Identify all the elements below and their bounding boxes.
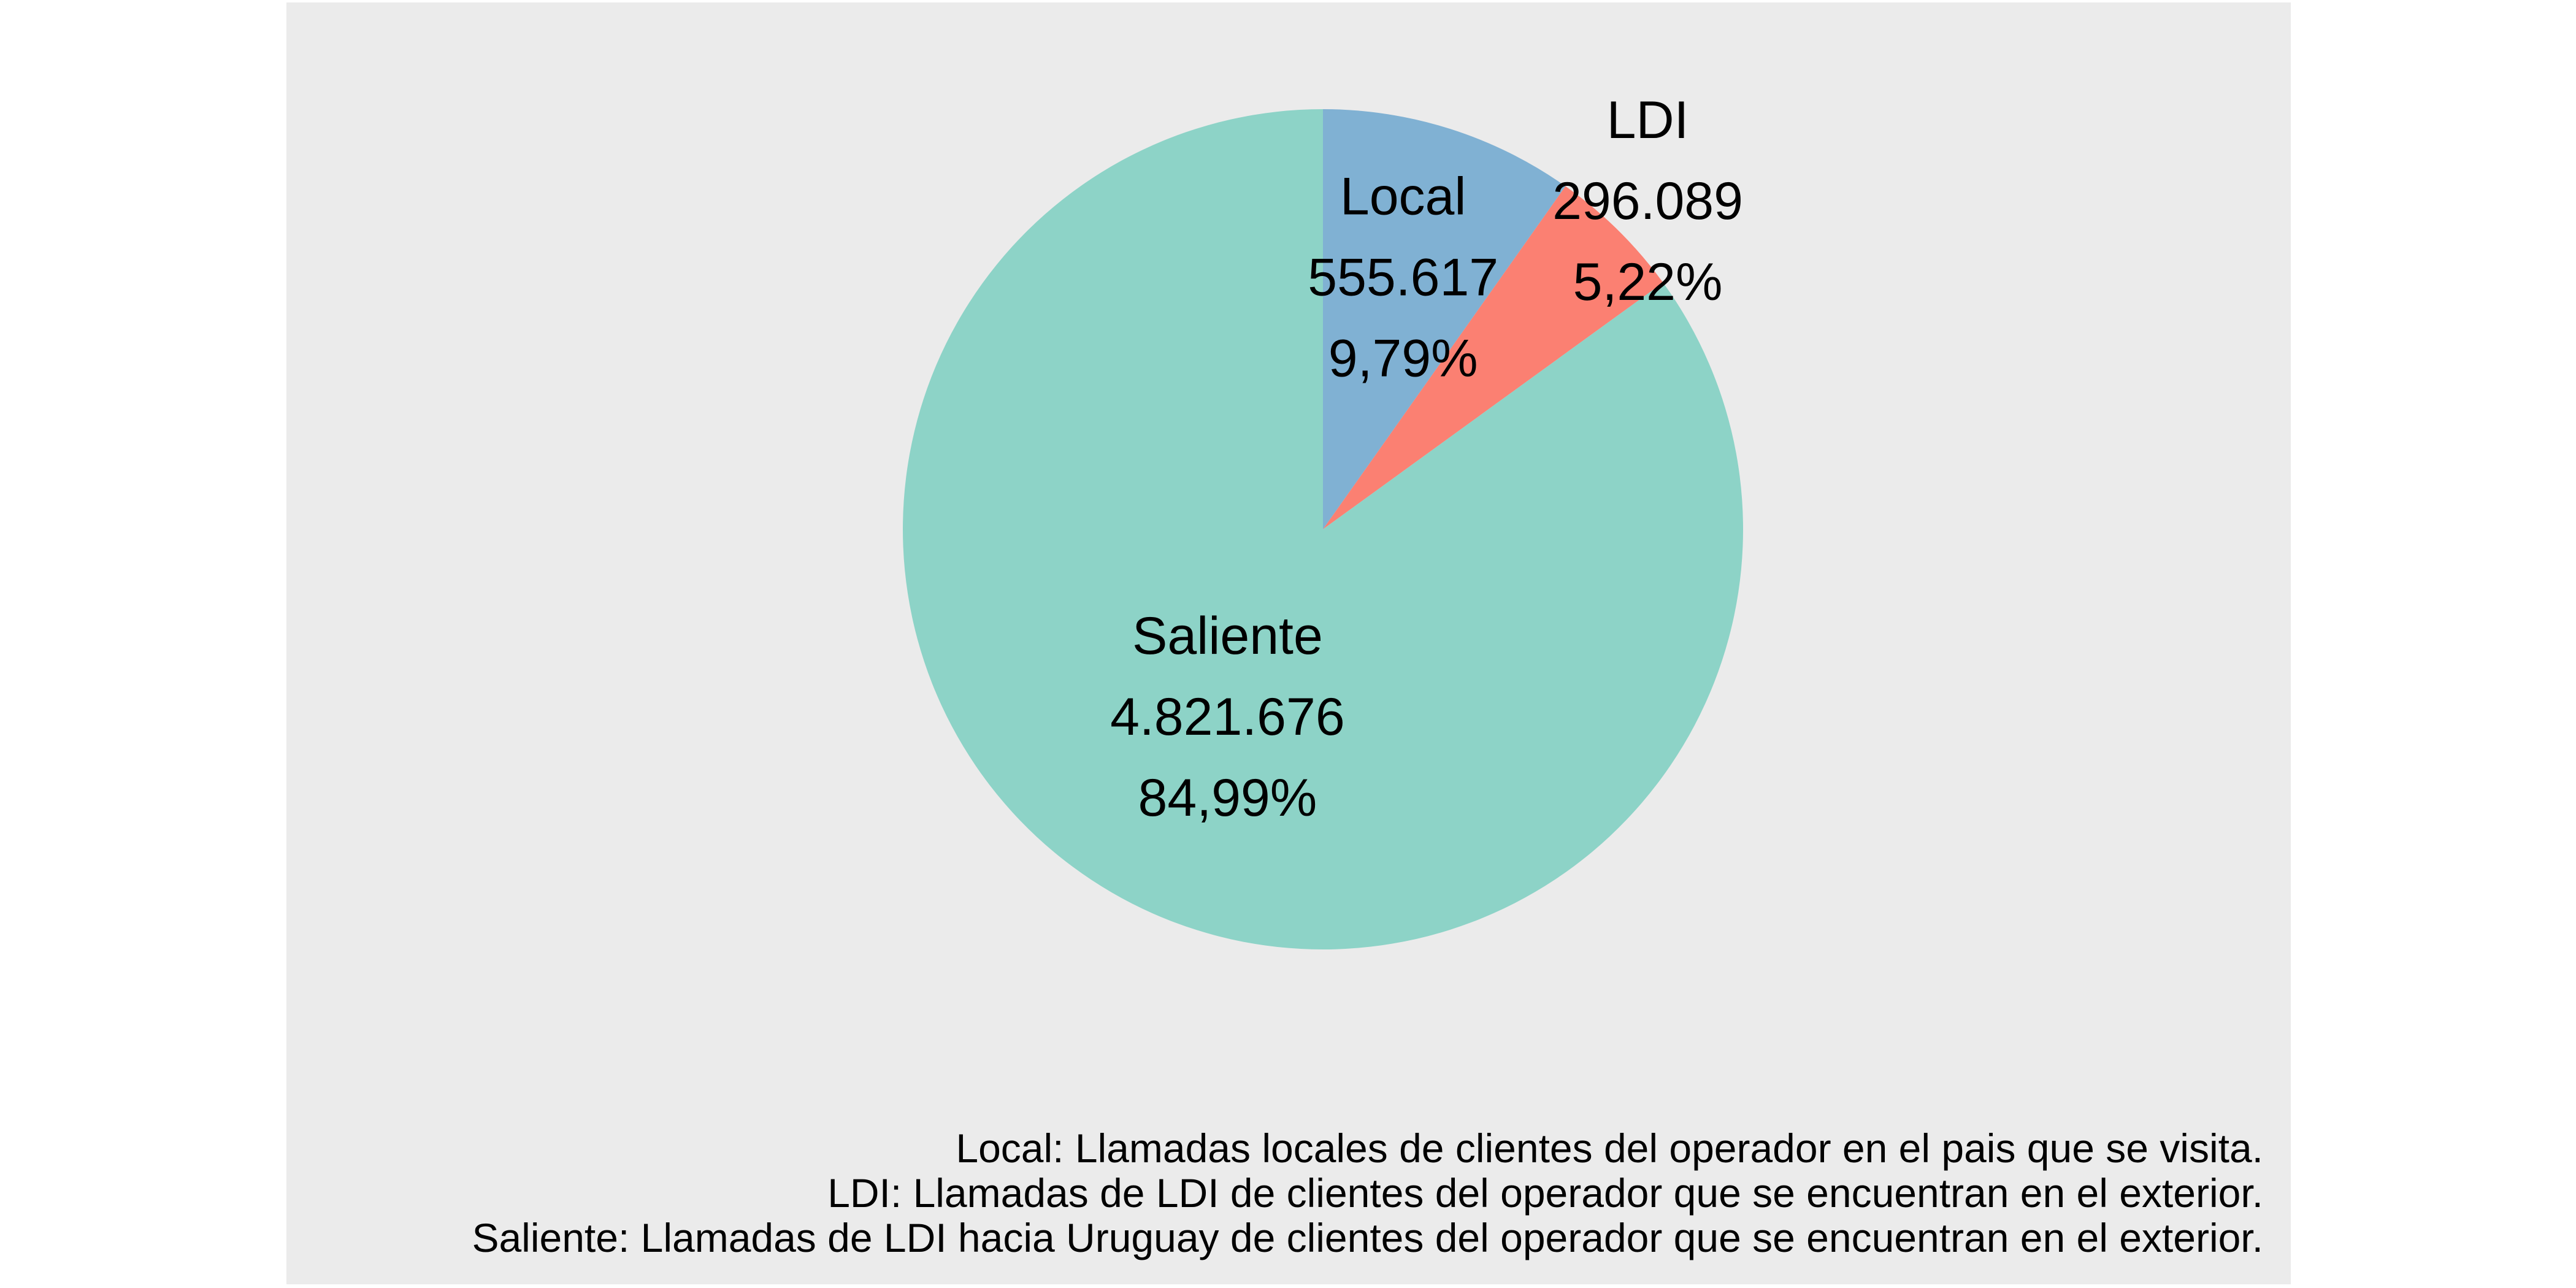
slice-label-local-name: Local xyxy=(1340,167,1466,226)
slice-labels: Local 555.617 9,79% LDI 296.089 5,22% Saliente… xyxy=(1110,91,1743,827)
slice-label-local-percent: 9,79% xyxy=(1328,329,1478,388)
slice-label-local-value: 555.617 xyxy=(1308,248,1498,307)
caption-saliente: Saliente: Llamadas de LDI hacia Uruguay … xyxy=(472,1215,2263,1260)
slice-label-ldi-percent: 5,22% xyxy=(1573,253,1723,312)
slice-label-ldi-value: 296.089 xyxy=(1552,172,1743,231)
caption-ldi: LDI: Llamadas de LDI de clientes del ope… xyxy=(827,1170,2263,1216)
slice-label-saliente-value: 4.821.676 xyxy=(1110,688,1345,746)
slice-label-ldi-name: LDI xyxy=(1607,91,1689,150)
slice-label-saliente-percent: 84,99% xyxy=(1138,769,1317,827)
pie-slice-saliente xyxy=(902,109,1743,949)
slice-label-saliente-name: Saliente xyxy=(1132,607,1323,665)
pie-slices xyxy=(902,109,1743,949)
caption-block: Local: Llamadas locales de clientes del … xyxy=(472,1125,2263,1260)
caption-local: Local: Llamadas locales de clientes del … xyxy=(956,1125,2263,1171)
pie-slice-ldi xyxy=(1323,186,1663,530)
pie-slice-local xyxy=(1323,109,1566,529)
